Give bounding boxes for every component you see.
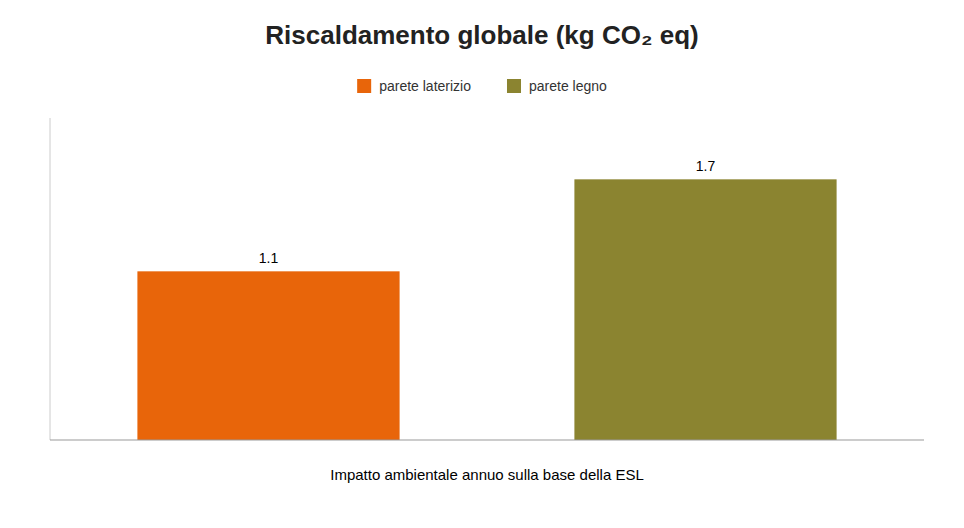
data-label: 1.1 bbox=[259, 250, 279, 266]
title: Riscaldamento globale (kg CO₂ eq) bbox=[265, 20, 698, 50]
legend-swatch bbox=[507, 79, 521, 93]
background bbox=[0, 0, 964, 528]
x-axis-line bbox=[50, 440, 924, 441]
legend-item: parete laterizio bbox=[357, 78, 471, 94]
bar bbox=[137, 271, 399, 440]
y-axis-line bbox=[50, 118, 51, 440]
legend-label: parete laterizio bbox=[379, 78, 471, 94]
legend-item: parete legno bbox=[507, 78, 607, 94]
data-label: 1.7 bbox=[696, 158, 716, 174]
legend: parete laterizio parete legno bbox=[357, 78, 607, 94]
legend-swatch bbox=[357, 79, 371, 93]
chart: Riscaldamento globale (kg CO₂ eq) parete … bbox=[0, 0, 964, 528]
bars bbox=[137, 179, 836, 440]
bar bbox=[574, 179, 836, 440]
x-axis-label: Impatto ambientale annuo sulla base dell… bbox=[330, 466, 644, 483]
legend-label: parete legno bbox=[529, 78, 607, 94]
